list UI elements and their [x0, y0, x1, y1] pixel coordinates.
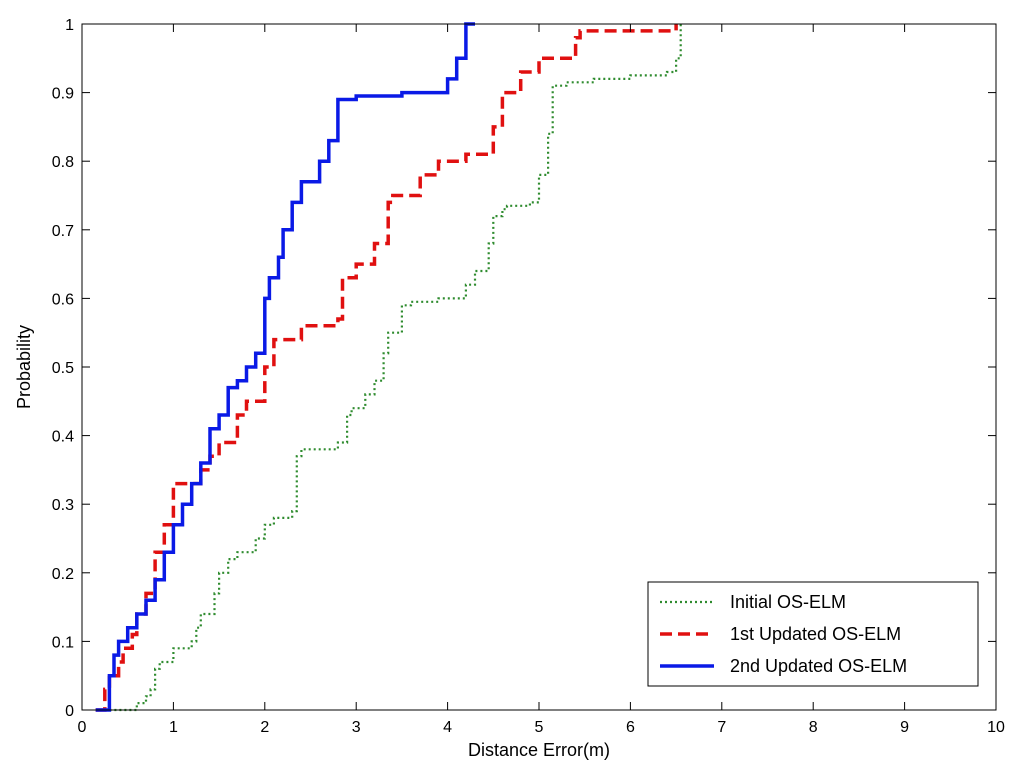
x-tick-label: 8	[809, 719, 818, 736]
y-tick-label: 0.8	[52, 154, 74, 171]
x-tick-label: 9	[900, 719, 909, 736]
y-tick-label: 0.7	[52, 223, 74, 240]
legend: Initial OS-ELM 1st Updated OS-ELM 2nd Up…	[647, 581, 979, 687]
x-tick-label: 4	[443, 719, 452, 736]
y-tick-label: 0.5	[52, 360, 74, 377]
x-tick-label: 10	[987, 719, 1005, 736]
y-tick-label: 0.2	[52, 566, 74, 583]
y-tick-label: 0.6	[52, 291, 74, 308]
x-tick-label: 5	[535, 719, 544, 736]
y-tick-label: 0.4	[52, 429, 74, 446]
x-tick-label: 3	[352, 719, 361, 736]
series-layer	[95, 22, 682, 712]
x-tick-label: 6	[626, 719, 635, 736]
x-tick-label: 2	[260, 719, 269, 736]
y-tick-label: 1	[65, 17, 74, 34]
series-line-2nd-updated	[95, 22, 475, 712]
y-tick-label: 0	[65, 703, 74, 720]
series-line-1st-updated	[95, 24, 678, 712]
legend-label-initial: Initial OS-ELM	[730, 592, 846, 612]
legend-label-2nd-updated: 2nd Updated OS-ELM	[730, 656, 907, 676]
x-tick-label: 1	[169, 719, 178, 736]
axis-ticks: 0 1 2 3 4 5 6 7 8 9 10 0 0.1 0.2 0.3 0.4 0.5 0.6 0.7 0.8 0.9…	[52, 17, 1005, 736]
x-axis-label: Distance Error(m)	[468, 740, 610, 760]
x-tick-label: 7	[717, 719, 726, 736]
y-tick-label: 0.3	[52, 497, 74, 514]
y-tick-label: 0.9	[52, 86, 74, 103]
y-tick-label: 0.1	[52, 634, 74, 651]
y-axis-label: Probability	[14, 325, 34, 409]
legend-label-1st-updated: 1st Updated OS-ELM	[730, 624, 901, 644]
series-line-initial	[109, 24, 682, 712]
x-tick-label: 0	[78, 719, 87, 736]
